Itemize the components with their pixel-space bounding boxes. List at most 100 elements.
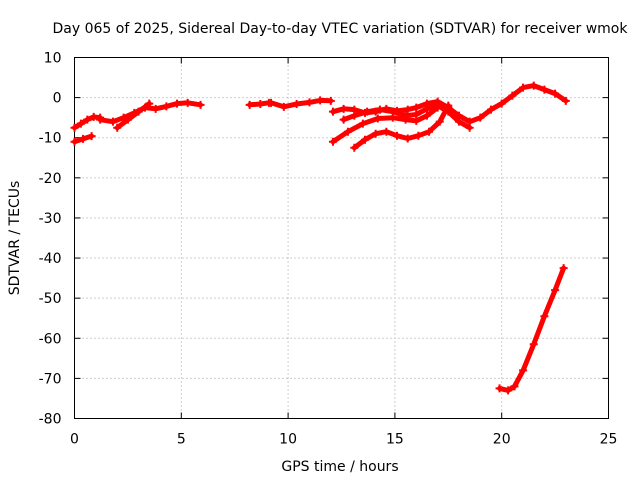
series-track-11 [495, 264, 568, 395]
data-point [328, 137, 337, 146]
chart-title: Day 065 of 2025, Sidereal Day-to-day VTE… [53, 21, 629, 37]
y-tick-label: -30 [39, 211, 62, 227]
data-point [79, 134, 88, 143]
data-point [113, 123, 122, 132]
data-point [495, 384, 504, 393]
data-point [497, 99, 506, 108]
plot-frame [74, 57, 609, 419]
data-point [70, 137, 79, 146]
y-tick-label: -60 [39, 331, 62, 347]
series-track-6 [267, 96, 335, 111]
y-tick-label: -50 [39, 291, 62, 307]
data-point [540, 312, 549, 321]
data-point [454, 117, 463, 126]
data-point [360, 135, 369, 144]
series-track-1 [70, 112, 105, 132]
data-point [435, 117, 444, 126]
y-tick-label: -10 [39, 131, 62, 147]
data-point [551, 286, 560, 295]
data-point [508, 91, 517, 100]
data-point [279, 102, 288, 111]
series-track-4 [113, 99, 154, 132]
x-tick-label: 5 [177, 432, 186, 448]
data-point [403, 134, 412, 143]
series-track-8 [339, 101, 474, 132]
y-tick-label: -20 [39, 171, 62, 187]
data-point [382, 127, 391, 136]
x-tick-label: 0 [70, 432, 79, 448]
y-axis-label: SDTVAR / TECUs [7, 181, 23, 296]
series-line [97, 100, 203, 125]
data-point [371, 129, 380, 138]
data-point [414, 131, 423, 140]
data-point [412, 103, 421, 112]
data-point [339, 104, 348, 113]
data-point [183, 98, 192, 107]
data-point [487, 105, 496, 114]
data-point [96, 115, 105, 124]
data-point [305, 98, 314, 107]
data-point [358, 119, 367, 128]
data-point [529, 340, 538, 349]
data-point [70, 123, 79, 132]
data-point [388, 113, 397, 122]
x-axis-label: GPS time / hours [281, 459, 398, 475]
data-point [403, 105, 412, 114]
data-point [151, 104, 160, 113]
data-point [350, 111, 359, 120]
data-point [267, 98, 276, 107]
data-point [465, 123, 474, 132]
data-point [196, 100, 205, 109]
data-point [393, 131, 402, 140]
series-track-9 [328, 103, 442, 146]
data-point [326, 96, 335, 105]
data-point [343, 127, 352, 136]
data-point [422, 104, 431, 113]
data-point [76, 119, 85, 128]
data-point [350, 143, 359, 152]
data-point [433, 103, 442, 112]
data-point [83, 115, 92, 124]
data-point [504, 386, 513, 395]
series-line [114, 101, 152, 131]
series-track-2 [70, 132, 96, 146]
data-series [70, 81, 570, 395]
data-point [328, 107, 337, 116]
series-line [497, 265, 567, 393]
data-point [401, 115, 410, 124]
y-tick-label: 0 [53, 91, 62, 107]
y-tick-label: -70 [39, 371, 62, 387]
data-point [561, 96, 570, 105]
axis-ticks: 0 5 10 15 20 25 10 0 -10 -20 -30 -40 -50 -60 -70 -80 [39, 51, 618, 448]
data-point [529, 81, 538, 90]
data-point [123, 115, 132, 124]
data-point [510, 382, 519, 391]
data-point [316, 96, 325, 105]
data-point [162, 102, 171, 111]
data-point [363, 107, 372, 116]
data-point [373, 114, 382, 123]
y-tick-label: -40 [39, 251, 62, 267]
data-point [412, 116, 421, 125]
x-tick-label: 20 [493, 432, 511, 448]
data-point [476, 113, 485, 122]
data-point [422, 111, 431, 120]
x-tick-label: 10 [279, 432, 297, 448]
x-tick-label: 25 [600, 432, 618, 448]
y-tick-label: 10 [44, 51, 62, 67]
data-point [444, 101, 453, 110]
data-point [425, 127, 434, 136]
data-point [559, 264, 568, 273]
y-tick-label: -80 [39, 412, 62, 428]
data-point [519, 83, 528, 92]
data-point [108, 117, 117, 126]
series-line [351, 103, 451, 151]
data-point [339, 115, 348, 124]
data-point [292, 100, 301, 109]
x-tick-label: 15 [386, 432, 404, 448]
data-point [87, 132, 96, 141]
data-point [375, 105, 384, 114]
data-point [256, 100, 265, 109]
data-point [173, 99, 182, 108]
